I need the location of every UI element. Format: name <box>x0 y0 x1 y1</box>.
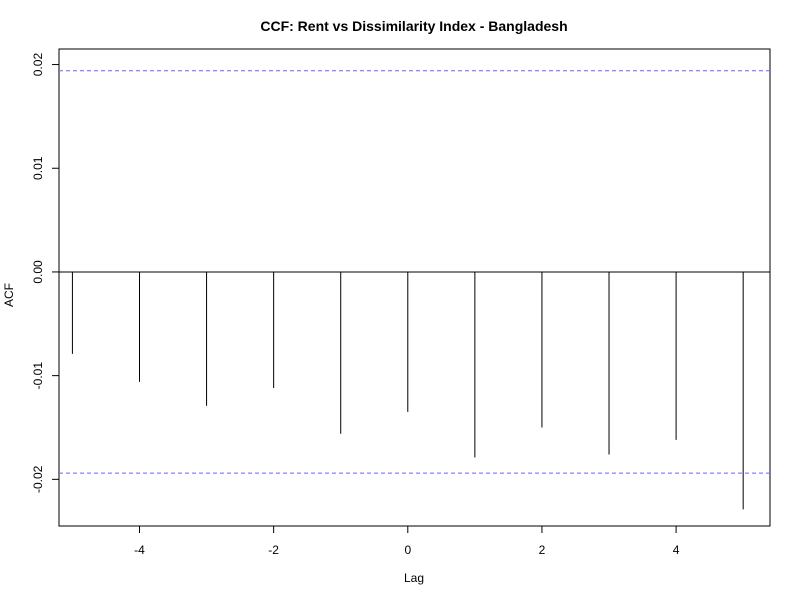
y-tick-label: 0.00 <box>31 260 45 284</box>
y-tick-label: -0.01 <box>31 362 45 390</box>
y-tick-label: 0.02 <box>31 53 45 77</box>
plot-area: -4 -2 0 2 4 -0.02 -0.01 0.00 0.01 0.02 <box>31 48 771 557</box>
x-tick-label: 0 <box>404 543 411 557</box>
plot-frame <box>58 48 771 527</box>
y-tick-label: 0.01 <box>31 156 45 180</box>
x-tick-label: -4 <box>134 543 145 557</box>
x-tick-label: 2 <box>539 543 546 557</box>
x-tick-label: 4 <box>673 543 680 557</box>
y-tick-label: -0.02 <box>31 465 45 493</box>
x-tick-label: -2 <box>268 543 279 557</box>
y-axis-label: ACF <box>2 283 16 307</box>
chart-title: CCF: Rent vs Dissimilarity Index - Bangl… <box>260 18 567 34</box>
x-axis-label: Lag <box>404 571 424 585</box>
